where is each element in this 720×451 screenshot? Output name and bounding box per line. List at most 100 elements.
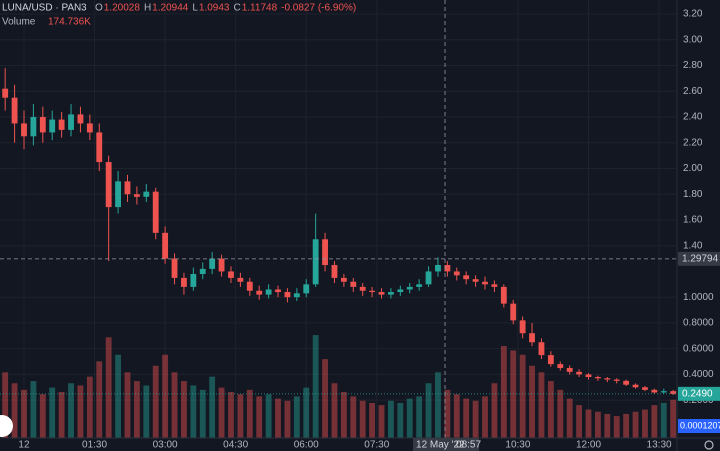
- candle-body: [557, 364, 564, 368]
- volume-bar: [181, 381, 187, 438]
- candle-body: [152, 191, 159, 233]
- candle-body: [500, 286, 507, 304]
- volume-bar: [322, 359, 328, 438]
- volume-bar: [331, 383, 338, 438]
- volume-bar: [312, 335, 319, 438]
- x-tick-label: 04:30: [223, 440, 248, 451]
- y-tick-label: 2.20: [683, 137, 703, 148]
- volume-bar: [547, 381, 554, 438]
- candle-body: [406, 286, 413, 290]
- volume-bar: [359, 400, 366, 438]
- candle-body: [566, 367, 573, 372]
- volume-bar: [11, 383, 18, 438]
- candle-body: [162, 232, 169, 259]
- candle-body: [209, 258, 216, 269]
- candle-body: [30, 116, 37, 137]
- x-tick-label: 03:00: [153, 440, 178, 451]
- volume-bar: [209, 376, 216, 438]
- volume-bar: [594, 411, 601, 438]
- candle-body: [68, 114, 74, 130]
- volume-bar: [293, 396, 300, 438]
- y-tick-label: 2.60: [683, 86, 703, 97]
- candle-body: [237, 277, 244, 282]
- candle-body: [472, 279, 479, 282]
- candle-body: [58, 119, 65, 130]
- volume-bar: [670, 399, 677, 438]
- axes: 3.20 3.00 2.80 2.60 2.40 2.20 2.00 1.80 1.60 1.40…: [18, 9, 720, 451]
- x-tick-label: 10:30: [505, 440, 530, 451]
- volume-bar: [340, 392, 347, 438]
- change: -0.0827 (-6.90%): [281, 3, 356, 14]
- candle-body: [378, 292, 385, 295]
- candle-body: [359, 286, 366, 291]
- volume-bar: [284, 400, 291, 438]
- volume-bar: [2, 372, 9, 438]
- y-tick-label: 2.00: [683, 163, 703, 174]
- candle-body: [632, 384, 639, 388]
- volume-bar: [463, 398, 470, 438]
- volume-bar: [58, 392, 65, 438]
- volume-bar: [246, 389, 253, 438]
- overlay: [0, 0, 676, 438]
- y-tick-label: 0.8000: [683, 318, 714, 329]
- volume-bar: [143, 385, 150, 438]
- candle-body: [303, 284, 310, 294]
- volume-label: Volume: [2, 17, 36, 28]
- candle-body: [77, 114, 84, 124]
- candle-body: [284, 292, 291, 298]
- volume-bar: [416, 396, 423, 438]
- candle-body: [388, 292, 394, 295]
- volume-marker-label: 0.0001207: [680, 420, 720, 430]
- volume-bar: [105, 337, 112, 438]
- candle-body: [538, 342, 545, 356]
- ohlc-value: 1.0943: [199, 3, 230, 14]
- volume-bar: [256, 396, 263, 438]
- candle-body: [453, 271, 460, 276]
- volume-bar: [435, 372, 441, 438]
- candle-body: [96, 132, 103, 163]
- candle-body: [115, 181, 121, 208]
- y-tick-label: 2.40: [683, 112, 703, 123]
- volume-bar: [133, 381, 140, 438]
- volume-bar: [651, 405, 658, 438]
- settings-icon[interactable]: [704, 440, 714, 450]
- volume-bar: [162, 354, 169, 438]
- candle-body: [623, 380, 630, 385]
- volume-pane: [2, 335, 677, 438]
- candle-body: [369, 290, 376, 293]
- candle-body: [21, 123, 27, 137]
- volume-bar: [529, 365, 535, 438]
- interval: 3: [81, 3, 87, 14]
- volume-bar: [218, 387, 225, 438]
- ohlc-label: O: [95, 3, 103, 14]
- x-tick-label: 01:30: [82, 440, 107, 451]
- volume-bar: [115, 354, 121, 438]
- x-tick-label: 12: [18, 440, 30, 451]
- ohlc-value: 1.11748: [242, 3, 278, 14]
- y-tick-label: 1.0000: [683, 292, 714, 303]
- volume-bar: [632, 411, 639, 438]
- candle-body: [529, 333, 535, 343]
- candle-body: [482, 281, 488, 285]
- volume-bar: [613, 416, 620, 438]
- volume-bar: [237, 394, 244, 438]
- volume-bar: [566, 398, 573, 438]
- volume-bar: [557, 389, 564, 438]
- logo[interactable]: [0, 415, 13, 437]
- candle-body: [576, 371, 583, 375]
- crosshair-time-label: 08:57: [456, 440, 481, 451]
- candle-body: [340, 277, 347, 282]
- crosshair-price-box: [678, 251, 720, 266]
- candle-body: [519, 320, 526, 334]
- x-tick-label: 12:00: [576, 440, 601, 451]
- volume-bar: [453, 394, 460, 438]
- candle-body: [660, 391, 667, 393]
- candle-body: [463, 275, 470, 280]
- x-tick-label: 07:30: [364, 440, 389, 451]
- candle-body: [594, 376, 601, 379]
- volume-bar: [303, 387, 310, 438]
- candle-body: [435, 265, 441, 272]
- ohlc-label: H: [144, 3, 151, 14]
- candle-body: [397, 289, 404, 293]
- candle-body: [39, 116, 46, 133]
